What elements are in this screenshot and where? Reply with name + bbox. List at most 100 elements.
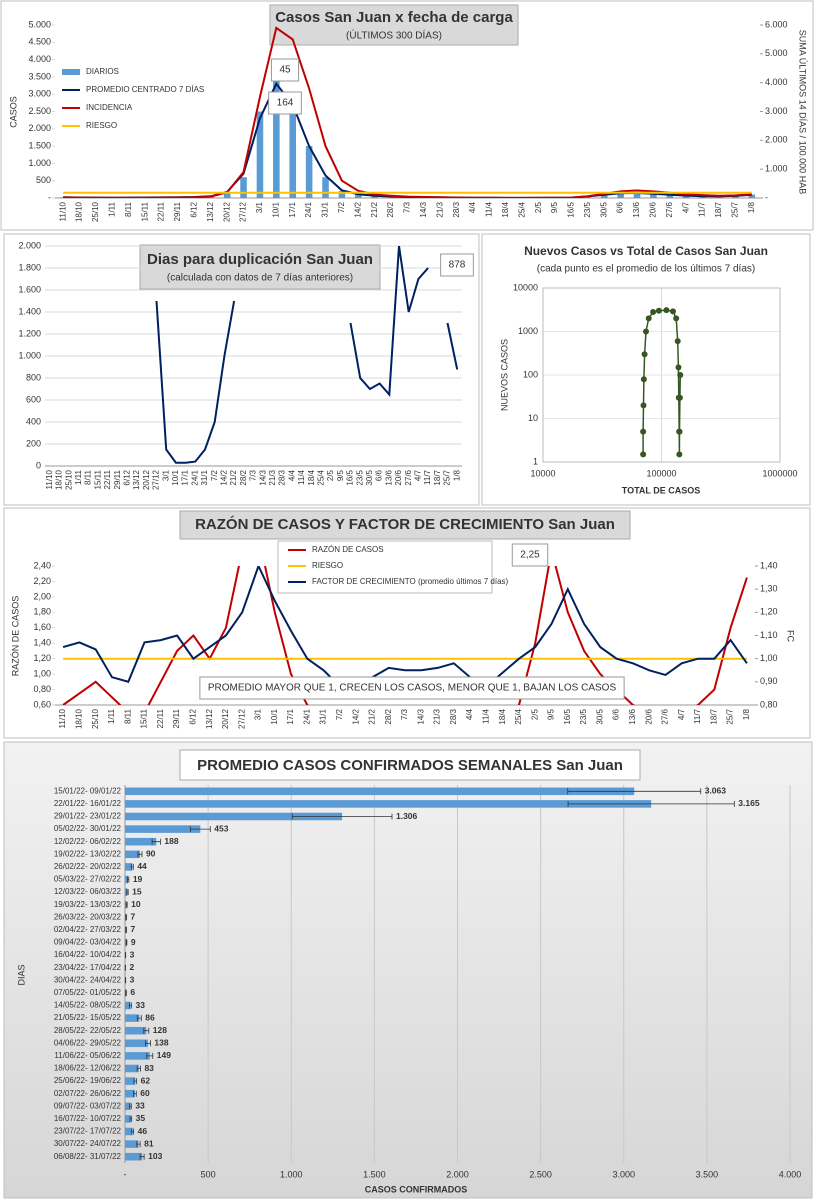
annotation-box [440,253,474,277]
y-tick-label: 12/02/22- 06/02/22 [54,837,122,846]
annotation-box [199,676,625,700]
error-bar [125,939,128,946]
x-tick-label: 11/10 [58,201,67,221]
y-axis-label: DIAS [16,964,26,985]
value-label: 7 [130,924,135,934]
x-tick-label: 18/4 [498,708,507,724]
y2-tick-label: 0,80 [760,699,778,709]
bar [125,837,157,846]
title-box [179,749,641,781]
annotation-box [268,91,302,115]
x-tick-label: 18/10 [55,469,64,490]
value-label: 6 [130,987,135,997]
x-tick-label: 2/5 [326,469,335,481]
x-tick-label: 7/2 [337,201,346,213]
x-tick-label: 3/1 [254,708,263,720]
error-bar [129,1115,133,1122]
x-tick-label: 16/5 [567,201,576,217]
value-label: 138 [154,1038,168,1048]
y-tick-label: 15/01/22- 09/01/22 [54,786,122,795]
error-bar [139,1153,145,1160]
x-tick-label: 25/10 [91,708,100,729]
y-tick-label: 3.000 [28,89,51,99]
error-bar [125,914,127,921]
x-tick-label: 11/10 [58,708,67,728]
panel [481,233,811,506]
x-tick-label: 14/2 [353,201,362,217]
y-tick-label: 29/01/22- 23/01/22 [54,812,122,821]
point [655,307,662,314]
y-tick-label: 18/06/22- 12/06/22 [54,1064,122,1073]
value-label: 19 [133,874,143,884]
value-label: 103 [148,1151,162,1161]
y2-tick-label: 1,40 [760,560,778,570]
x-tick-label: 11/7 [698,201,707,217]
x-tick-label: 18/7 [709,708,718,724]
x-tick-label: 20/6 [644,708,653,724]
y-tick-label: 5.000 [28,19,51,29]
x-tick-label: 4/4 [287,469,296,481]
legend-label: RAZÓN DE CASOS [312,545,384,554]
x-tick-label: 14/3 [258,469,267,485]
bar [125,938,127,947]
error-bar [126,889,129,896]
error-bar [125,901,128,908]
bar [125,1039,148,1048]
x-tick-label: 18/10 [75,708,84,729]
x-tick-label: 4/7 [677,708,686,720]
value-label: 3 [130,949,135,959]
x-tick-label: 17/1 [288,201,297,217]
y-tick-label: 21/05/22- 15/05/22 [54,1013,122,1022]
x-tick-label: 22/11 [103,469,112,489]
bar [125,888,128,896]
value-label: 86 [145,1012,155,1022]
y-tick-label: 10 [528,413,538,423]
y-tick-label: 1.800 [18,262,41,272]
x-tick-label: 6/6 [612,708,621,720]
point [640,451,647,458]
y2-tick-label: - [765,192,768,202]
point [676,394,683,401]
y-tick-label: 02/07/22- 26/06/22 [54,1089,122,1098]
x-tick-label: 27/6 [661,708,670,724]
value-label: 9 [131,937,136,947]
x-tick-label: 9/5 [547,708,556,720]
x-tick-label: 31/1 [321,201,330,217]
chart-title: Casos San Juan x fecha de carga [275,9,513,26]
bar [125,1115,131,1123]
bar [600,194,608,198]
legend-label: DIARIOS [86,67,119,76]
bar [682,195,690,198]
x-tick-label: 18/10 [75,201,84,222]
bar [355,194,362,198]
bar [125,1102,131,1111]
x-tick-label: 27/6 [665,201,674,217]
x-tick-label: 15/11 [140,201,149,221]
x-tick-label: 1.500 [363,1169,386,1179]
point [676,428,683,435]
bar [125,1077,136,1085]
bar [748,194,756,198]
x-tick-label: 7/2 [335,708,344,720]
x-tick-label: 29/11 [173,201,182,221]
annotation: 45 [279,65,291,76]
x-tick-label: 21/2 [368,708,377,724]
y-tick-label: 16/04/22- 10/04/22 [54,950,122,959]
y-tick-label: 3.500 [28,71,51,81]
bar [633,192,641,198]
y-tick-label: 16/07/22- 10/07/22 [54,1114,122,1123]
x-tick-label: 28/2 [386,201,395,217]
x-tick-label: 4.000 [779,1169,802,1179]
y-tick-label: 0 [36,460,41,470]
x-tick-label: 9/5 [336,469,345,481]
x-tick-label: 13/6 [628,708,637,724]
y-axis-label: CASOS [8,96,18,128]
y-tick-label: 2.000 [28,123,51,133]
y-axis-label: NUEVOS CASOS [499,339,509,411]
value-label: 33 [135,1000,145,1010]
value-label: 62 [141,1075,151,1085]
value-label: 15 [132,886,142,896]
x-tick-label: 6/12 [188,708,197,724]
x-tick-label: 2.500 [529,1169,552,1179]
y-tick-label: 800 [26,372,41,382]
